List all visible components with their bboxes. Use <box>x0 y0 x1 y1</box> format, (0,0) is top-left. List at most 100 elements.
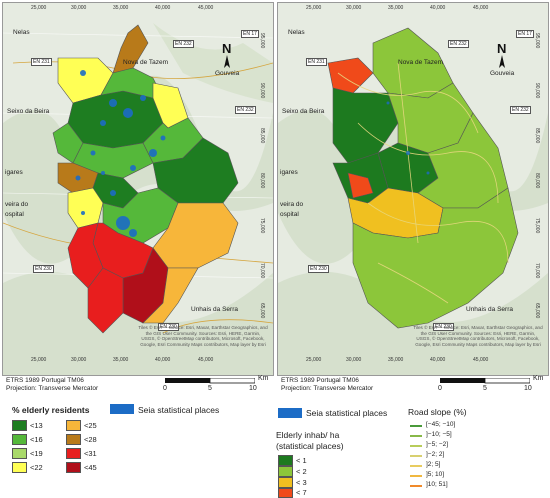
slope-label: ]−2; 2] <box>426 451 445 458</box>
crs-name: ETRS 1989 Portugal TM06 <box>6 377 84 384</box>
legend-swatch <box>278 477 293 488</box>
legend-label: < 2 <box>296 467 307 476</box>
place-label: Seixo da Beira <box>7 108 50 115</box>
x-tick: 25,000 <box>31 5 47 11</box>
place-label: ospital <box>280 211 299 218</box>
y-tick: 70,000 <box>259 263 265 279</box>
legend-label: <31 <box>84 449 97 458</box>
legend-places-swatch <box>110 404 134 414</box>
scale-label: 0 <box>163 385 167 392</box>
left-map-panel[interactable]: 25,000 30,000 35,000 40,000 45,000 25,00… <box>2 2 274 376</box>
legend-label: <25 <box>84 421 97 430</box>
y-tick: 80,000 <box>259 173 265 189</box>
scale-label: 5 <box>483 385 487 392</box>
compass-icon <box>499 55 505 68</box>
place-label: Nova de Tazem <box>123 59 169 66</box>
x-tick: 30,000 <box>71 5 87 11</box>
legend-swatch <box>66 448 81 459</box>
legend-places-label: Seia statistical places <box>138 405 220 415</box>
x-tick-bottom: 25,000 <box>31 357 47 363</box>
legend-label: < 7 <box>296 488 307 497</box>
legend-swatch <box>12 448 27 459</box>
slope-line <box>410 425 422 427</box>
place-label: igares <box>5 169 23 176</box>
north-arrow-icon: N <box>222 41 232 56</box>
slope-line <box>410 465 422 467</box>
x-tick: 30,000 <box>346 5 362 11</box>
scale-unit: Km <box>258 375 269 382</box>
slope-label: ]5; 10] <box>426 471 445 478</box>
legend-swatch <box>66 434 81 445</box>
crs-name: ETRS 1989 Portugal TM06 <box>281 377 359 384</box>
legend-label: <16 <box>30 435 43 444</box>
legend-places-swatch <box>278 408 302 418</box>
road-shield: EN 232 <box>448 40 469 48</box>
x-tick: 35,000 <box>388 5 404 11</box>
scale-bar-left <box>165 378 255 384</box>
place-label: Seixo da Beira <box>282 108 325 115</box>
scale-label: 0 <box>438 385 442 392</box>
y-tick: 65,000 <box>259 303 265 319</box>
y-tick: 70,000 <box>534 263 540 279</box>
legend-swatch <box>278 466 293 477</box>
scale-label: 10 <box>249 385 257 392</box>
compass-icon <box>224 55 230 68</box>
map-attribution: Tiles © Esri — Source: Esri, Maxar, Eart… <box>138 325 268 347</box>
scale-bar-right <box>440 378 530 384</box>
scale-unit: Km <box>533 375 544 382</box>
scale-label: 5 <box>208 385 212 392</box>
place-label: veira do <box>5 201 29 208</box>
x-tick-bottom: 40,000 <box>430 357 446 363</box>
place-label: Nelas <box>288 29 305 36</box>
place-label: Unhais da Serra <box>191 306 238 313</box>
x-tick-bottom: 30,000 <box>71 357 87 363</box>
x-tick: 40,000 <box>430 5 446 11</box>
legend-label: < 3 <box>296 478 307 487</box>
y-tick: 65,000 <box>534 303 540 319</box>
x-tick-bottom: 35,000 <box>113 357 129 363</box>
legend-label: <22 <box>30 463 43 472</box>
y-tick: 90,000 <box>259 83 265 99</box>
slope-label: [−45; −10] <box>426 421 456 428</box>
x-tick: 25,000 <box>306 5 322 11</box>
y-tick: 80,000 <box>534 173 540 189</box>
x-tick: 45,000 <box>473 5 489 11</box>
road-shield: EN 232 <box>173 40 194 48</box>
legend-swatch <box>66 462 81 473</box>
slope-label: ]−10; −5] <box>426 431 452 438</box>
y-tick: 95,000 <box>259 33 265 49</box>
road-shield: EN 230 <box>433 323 454 331</box>
legend-label: <19 <box>30 449 43 458</box>
x-tick-bottom: 35,000 <box>388 357 404 363</box>
legend-swatch <box>12 434 27 445</box>
legend-places-label: Seia statistical places <box>306 408 388 418</box>
place-label: Unhais da Serra <box>466 306 513 313</box>
road-shield: EN 17 <box>241 30 259 38</box>
place-label: Nelas <box>13 29 30 36</box>
y-tick: 90,000 <box>534 83 540 99</box>
y-tick: 85,000 <box>534 128 540 144</box>
x-tick-bottom: 45,000 <box>473 357 489 363</box>
road-shield: EN 232 <box>510 106 531 114</box>
legend-swatch <box>12 462 27 473</box>
slope-label: ]−5; −2] <box>426 441 449 448</box>
slope-line <box>410 435 422 437</box>
slope-label: ]2; 5] <box>426 461 441 468</box>
slope-line <box>410 475 422 477</box>
legend-label: <28 <box>84 435 97 444</box>
right-map-panel[interactable]: 25,000 30,000 35,000 40,000 45,000 25,00… <box>277 2 549 376</box>
legend-slope-title: Road slope (%) <box>408 407 467 417</box>
projection-name: Projection: Transverse Mercator <box>6 385 99 392</box>
place-label: Gouveia <box>215 70 240 77</box>
y-tick: 85,000 <box>259 128 265 144</box>
legend-label: <45 <box>84 463 97 472</box>
road-shield: EN 17 <box>516 30 534 38</box>
north-arrow-icon: N <box>497 41 507 56</box>
scale-label: 10 <box>524 385 532 392</box>
legend-right-subtitle: (statistical places) <box>276 441 344 451</box>
slope-line <box>410 485 422 487</box>
legend-right-title: Elderly inhab/ ha <box>276 430 340 440</box>
road-shield: EN 231 <box>31 58 52 66</box>
x-tick-bottom: 30,000 <box>346 357 362 363</box>
y-tick: 95,000 <box>534 33 540 49</box>
